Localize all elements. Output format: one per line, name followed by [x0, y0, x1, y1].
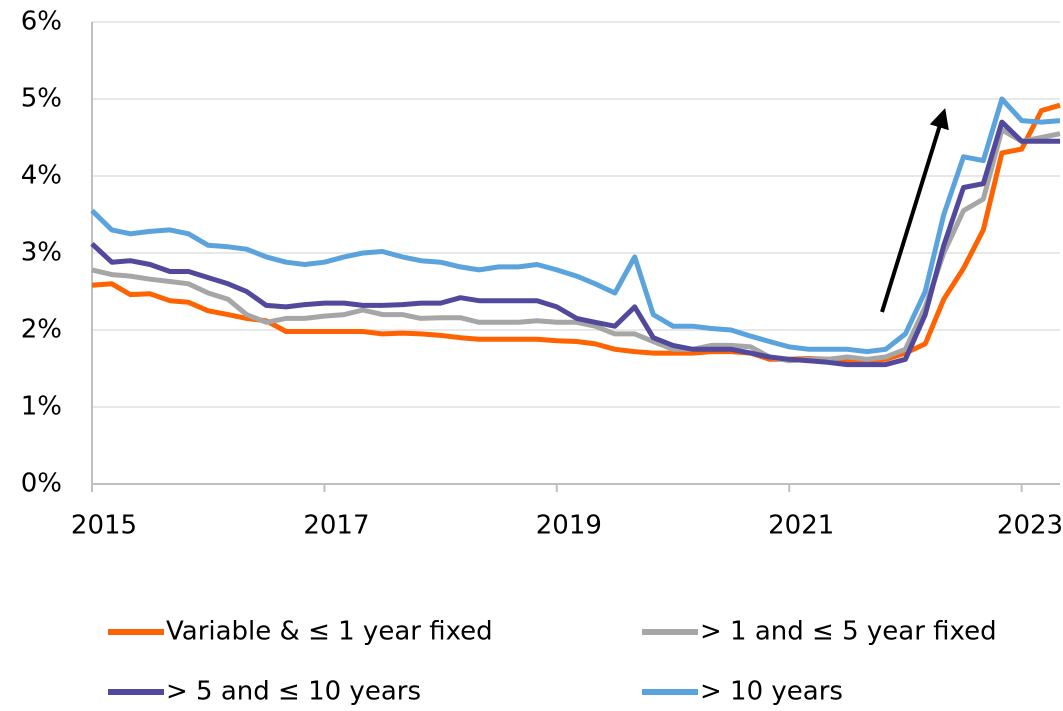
y-tick-label: 5%: [21, 84, 62, 114]
legend-label: > 10 years: [700, 677, 843, 707]
series-line: [90, 119, 1060, 368]
legend-label: > 1 and ≤ 5 year fixed: [700, 617, 997, 647]
x-tick-label: 2019: [536, 511, 602, 541]
trend-arrow: [880, 108, 949, 313]
y-tick-label: 4%: [21, 161, 62, 191]
legend-label: Variable & ≤ 1 year fixed: [166, 617, 493, 647]
x-tick-label: 2015: [71, 511, 137, 541]
y-tick-label: 6%: [21, 7, 62, 37]
y-tick-label: 0%: [21, 469, 62, 499]
legend-label: > 5 and ≤ 10 years: [166, 677, 421, 707]
y-tick-label: 3%: [21, 238, 62, 268]
series-line: [90, 96, 1061, 355]
x-tick-label: 2023: [997, 511, 1063, 541]
x-tick-label: 2021: [768, 511, 834, 541]
y-tick-label: 2%: [21, 315, 62, 345]
y-tick-label: 1%: [21, 392, 62, 422]
x-tick-label: 2017: [303, 511, 369, 541]
series-line: [91, 127, 1061, 364]
